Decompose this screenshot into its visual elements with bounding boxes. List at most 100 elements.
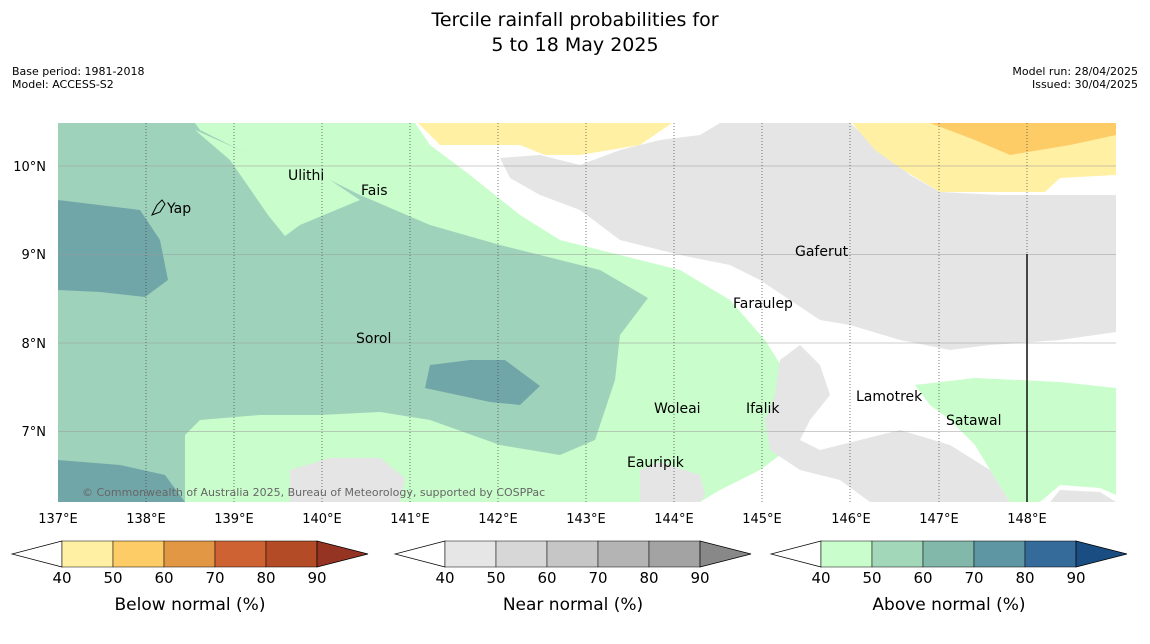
lat-label: 8°N — [22, 337, 47, 352]
region-above-60-center — [425, 360, 540, 405]
colorbar-swatch — [922, 540, 975, 568]
colorbar-swatch — [61, 540, 114, 568]
colorbar-below: 40 50 60 70 80 90 Below normal (%) — [10, 540, 369, 615]
map-area — [58, 123, 1116, 502]
colorbar-swatch — [648, 540, 701, 568]
colorbar-near: 40 50 60 70 80 90 Near normal (%) — [393, 540, 752, 615]
region-above-50 — [58, 123, 648, 502]
colorbar-tick: 90 — [690, 569, 709, 587]
lon-label: 144°E — [654, 512, 694, 527]
colorbar-tick: 60 — [537, 569, 556, 587]
map-title: Tercile rainfall probabilities for 5 to … — [0, 8, 1150, 58]
title-line-1: Tercile rainfall probabilities for — [431, 9, 719, 31]
place-woleai: Woleai — [654, 401, 701, 417]
lon-label: 141°E — [390, 512, 430, 527]
colorbar-swatch — [597, 540, 650, 568]
lat-label: 9°N — [22, 248, 47, 263]
region-near-40-eauripik — [640, 462, 705, 502]
region-above-40-east — [915, 378, 1116, 502]
lon-gridlines — [145, 123, 1028, 502]
lon-label: 142°E — [478, 512, 518, 527]
lon-label: 143°E — [566, 512, 606, 527]
colorbar-tick: 50 — [862, 569, 881, 587]
meta-right: Model run: 28/04/2025 Issued: 30/04/2025 — [1012, 65, 1138, 91]
region-near-40-south — [765, 345, 1010, 502]
title-line-2: 5 to 18 May 2025 — [491, 34, 659, 56]
colorbar-tick: 60 — [154, 569, 173, 587]
lon-axis-labels: 137°E 138°E 139°E 140°E 141°E 142°E 143°… — [38, 512, 1047, 527]
colorbar-swatch — [495, 540, 548, 568]
lon-label: 147°E — [919, 512, 959, 527]
colorbar-tick: 80 — [256, 569, 275, 587]
colorbar-swatch — [1024, 540, 1077, 568]
colorbar-extend-high — [1075, 540, 1128, 568]
colorbar-swatch — [546, 540, 599, 568]
colorbar-swatch — [112, 540, 165, 568]
place-satawal: Satawal — [946, 413, 1001, 429]
colorbar-above: 40 50 60 70 80 90 Above normal (%) — [769, 540, 1128, 615]
place-eauripik: Eauripik — [627, 455, 685, 471]
region-above-60-south — [58, 460, 185, 502]
colorbar-extend-low — [769, 540, 822, 568]
lon-label: 140°E — [302, 512, 342, 527]
colorbar-label: Below normal (%) — [115, 595, 266, 615]
colorbar-swatch — [163, 540, 216, 568]
lat-label: 10°N — [13, 160, 46, 175]
region-near-40-corner — [1050, 490, 1116, 502]
colorbar-extend-high — [699, 540, 752, 568]
colorbar-tick: 40 — [811, 569, 830, 587]
lon-label: 137°E — [38, 512, 78, 527]
colorbar-tick: 70 — [964, 569, 983, 587]
colorbar-swatch — [265, 540, 318, 568]
colorbar-tick: 90 — [307, 569, 326, 587]
colorbar-swatch — [973, 540, 1026, 568]
colorbar-tick: 60 — [913, 569, 932, 587]
place-yap: Yap — [166, 201, 191, 217]
colorbar-extend-low — [393, 540, 446, 568]
place-gaferut: Gaferut — [795, 244, 849, 260]
colorbar-tick: 70 — [588, 569, 607, 587]
colorbar-extend-high — [316, 540, 369, 568]
model-run: Model run: 28/04/2025 — [1012, 65, 1138, 78]
lat-label: 7°N — [22, 425, 47, 440]
region-below-40 — [418, 123, 672, 155]
yap-island-outline — [150, 199, 166, 216]
region-above-50-b — [195, 130, 360, 236]
region-above-60-west — [58, 200, 168, 297]
colorbar-label: Near normal (%) — [503, 595, 643, 615]
lon-label: 148°E — [1007, 512, 1047, 527]
colorbar-label: Above normal (%) — [872, 595, 1025, 615]
colorbar-tick: 50 — [103, 569, 122, 587]
place-labels: Yap Ulithi Fais Gaferut Faraulep Sorol W… — [166, 168, 1001, 471]
colorbar-tick: 80 — [639, 569, 658, 587]
base-period: Base period: 1981-2018 — [12, 65, 145, 78]
colorbar-tick: 80 — [1015, 569, 1034, 587]
colorbar-tick: 40 — [52, 569, 71, 587]
colorbar-tick: 70 — [205, 569, 224, 587]
issued-date: Issued: 30/04/2025 — [1031, 78, 1138, 91]
place-faraulep: Faraulep — [733, 296, 793, 312]
place-fais: Fais — [361, 183, 388, 199]
region-below-50-east — [930, 123, 1116, 155]
lon-label: 145°E — [742, 512, 782, 527]
colorbar-swatch — [214, 540, 267, 568]
copyright-text: © Commonwealth of Australia 2025, Bureau… — [82, 486, 545, 499]
place-ifalik: Ifalik — [746, 401, 780, 417]
colorbar-extend-low — [10, 540, 63, 568]
colorbar-swatch — [871, 540, 924, 568]
region-near-40-southwest — [290, 458, 405, 502]
lon-label: 146°E — [831, 512, 871, 527]
colorbar-swatch — [444, 540, 497, 568]
region-near-40-east — [500, 123, 1116, 350]
meta-left: Base period: 1981-2018 Model: ACCESS-S2 — [12, 65, 144, 91]
colorbar-swatch — [820, 540, 873, 568]
model-name: Model: ACCESS-S2 — [12, 78, 114, 91]
place-sorol: Sorol — [356, 331, 391, 347]
colorbar-tick: 50 — [486, 569, 505, 587]
lat-axis-labels: 10°N 9°N 8°N 7°N — [13, 160, 46, 440]
colorbar-tick: 90 — [1066, 569, 1085, 587]
lon-label: 138°E — [126, 512, 166, 527]
lon-label: 139°E — [214, 512, 254, 527]
colorbar-tick: 40 — [435, 569, 454, 587]
